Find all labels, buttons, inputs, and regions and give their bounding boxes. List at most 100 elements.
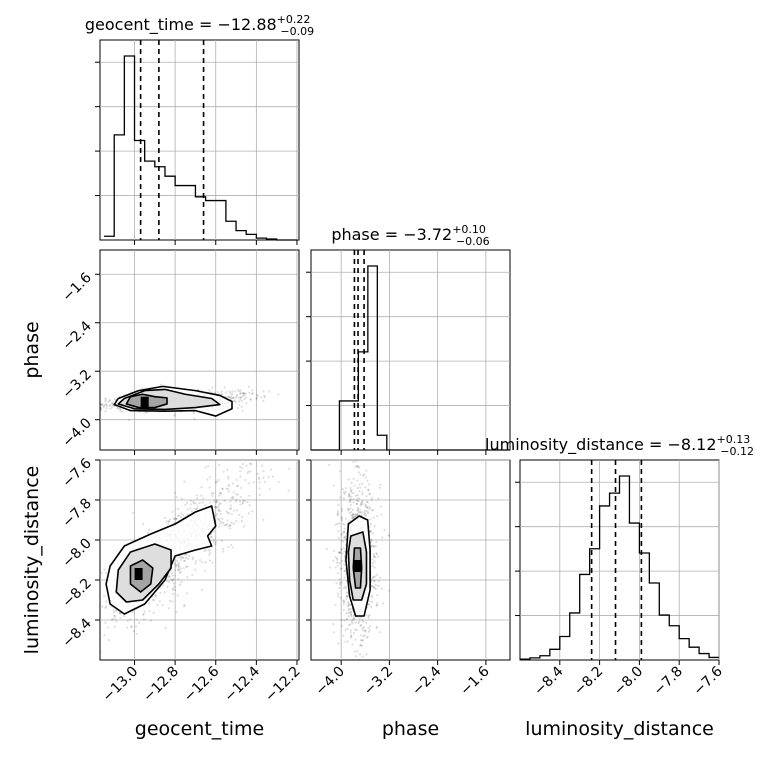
scatter-point (221, 487, 224, 490)
scatter-point (359, 634, 362, 637)
scatter-point (164, 626, 167, 630)
scatter-point (349, 519, 352, 522)
scatter-point (368, 600, 371, 603)
scatter-point (103, 595, 106, 598)
scatter-point (357, 466, 360, 469)
scatter-point (241, 516, 244, 519)
scatter-point (179, 555, 182, 558)
scatter-point (173, 562, 176, 565)
scatter-point (188, 554, 191, 558)
scatter-point (174, 518, 178, 521)
scatter-point (185, 553, 188, 557)
scatter-point (115, 619, 118, 623)
scatter-point (216, 513, 219, 516)
scatter-point (350, 615, 353, 618)
scatter-point (195, 497, 199, 500)
scatter-point (359, 508, 362, 511)
scatter-point (173, 585, 176, 588)
scatter-point (263, 396, 266, 399)
scatter-point (351, 622, 354, 625)
scatter-point (231, 546, 234, 549)
scatter-point (373, 566, 376, 569)
scatter-point (100, 402, 103, 405)
scatter-point (339, 496, 342, 499)
scatter-point (340, 548, 343, 551)
scatter-point (240, 486, 243, 489)
scatter-point (375, 552, 378, 555)
scatter-point (113, 614, 116, 617)
scatter-point (218, 502, 221, 506)
scatter-point (337, 595, 340, 598)
scatter-point (373, 555, 376, 559)
scatter-point (100, 403, 102, 406)
scatter-point (108, 399, 111, 402)
scatter-point (189, 507, 192, 510)
scatter-point (91, 405, 93, 407)
scatter-point (185, 592, 189, 595)
scatter-point (227, 395, 231, 398)
scatter-point (233, 399, 236, 402)
scatter-point (368, 613, 371, 617)
scatter-point (215, 500, 218, 503)
scatter-point (370, 498, 373, 502)
scatter-point (90, 605, 92, 607)
scatter-point (111, 401, 114, 404)
scatter-point (349, 636, 353, 639)
scatter-point (248, 462, 252, 465)
scatter-point (377, 584, 380, 588)
scatter-point (208, 559, 212, 562)
scatter-point (337, 503, 340, 507)
title-lower-error: −0.12 (720, 445, 754, 458)
scatter-point (350, 613, 353, 617)
scatter-point (227, 475, 230, 478)
scatter-point (85, 648, 87, 650)
scatter-point (201, 501, 204, 504)
scatter-point (357, 465, 360, 469)
scatter-point (244, 478, 247, 482)
scatter-point (105, 571, 108, 575)
scatter-point (334, 523, 337, 526)
scatter-point (361, 474, 365, 477)
scatter-point (347, 602, 350, 605)
scatter-point (218, 491, 222, 494)
scatter-point (177, 565, 180, 568)
scatter-point (277, 393, 280, 396)
scatter-point (343, 536, 346, 539)
scatter-point (209, 551, 212, 555)
scatter-point (217, 494, 221, 497)
scatter-point (108, 404, 111, 408)
scatter-point (371, 585, 374, 588)
scatter-point (356, 509, 359, 512)
scatter-point (171, 510, 174, 514)
scatter-point (367, 489, 370, 492)
scatter-point (369, 530, 372, 534)
scatter-point (357, 512, 360, 515)
scatter-point (258, 487, 261, 490)
scatter-point (369, 625, 372, 628)
scatter-point (350, 634, 353, 637)
scatter-point (238, 390, 241, 393)
scatter-point (190, 510, 193, 513)
scatter-point (186, 501, 189, 504)
scatter-point (235, 519, 238, 523)
histogram-panel-phase (306, 249, 511, 455)
scatter-point (183, 559, 186, 563)
scatter-point (166, 580, 169, 583)
scatter-point (151, 595, 154, 599)
scatter-point (227, 477, 230, 480)
scatter-point (366, 635, 369, 638)
scatter-point (352, 460, 355, 464)
scatter-point (365, 636, 368, 639)
scatter-point (349, 628, 352, 632)
scatter-point (239, 396, 243, 399)
scatter-point (345, 587, 348, 590)
scatter-point (243, 394, 246, 397)
scatter-point (119, 408, 122, 412)
scatter-point (337, 642, 340, 645)
scatter-point (214, 541, 218, 544)
scatter-point (142, 612, 145, 615)
scatter-point (258, 476, 261, 479)
scatter-point (195, 494, 199, 497)
scatter-point (131, 611, 134, 614)
scatter-point (212, 541, 215, 544)
